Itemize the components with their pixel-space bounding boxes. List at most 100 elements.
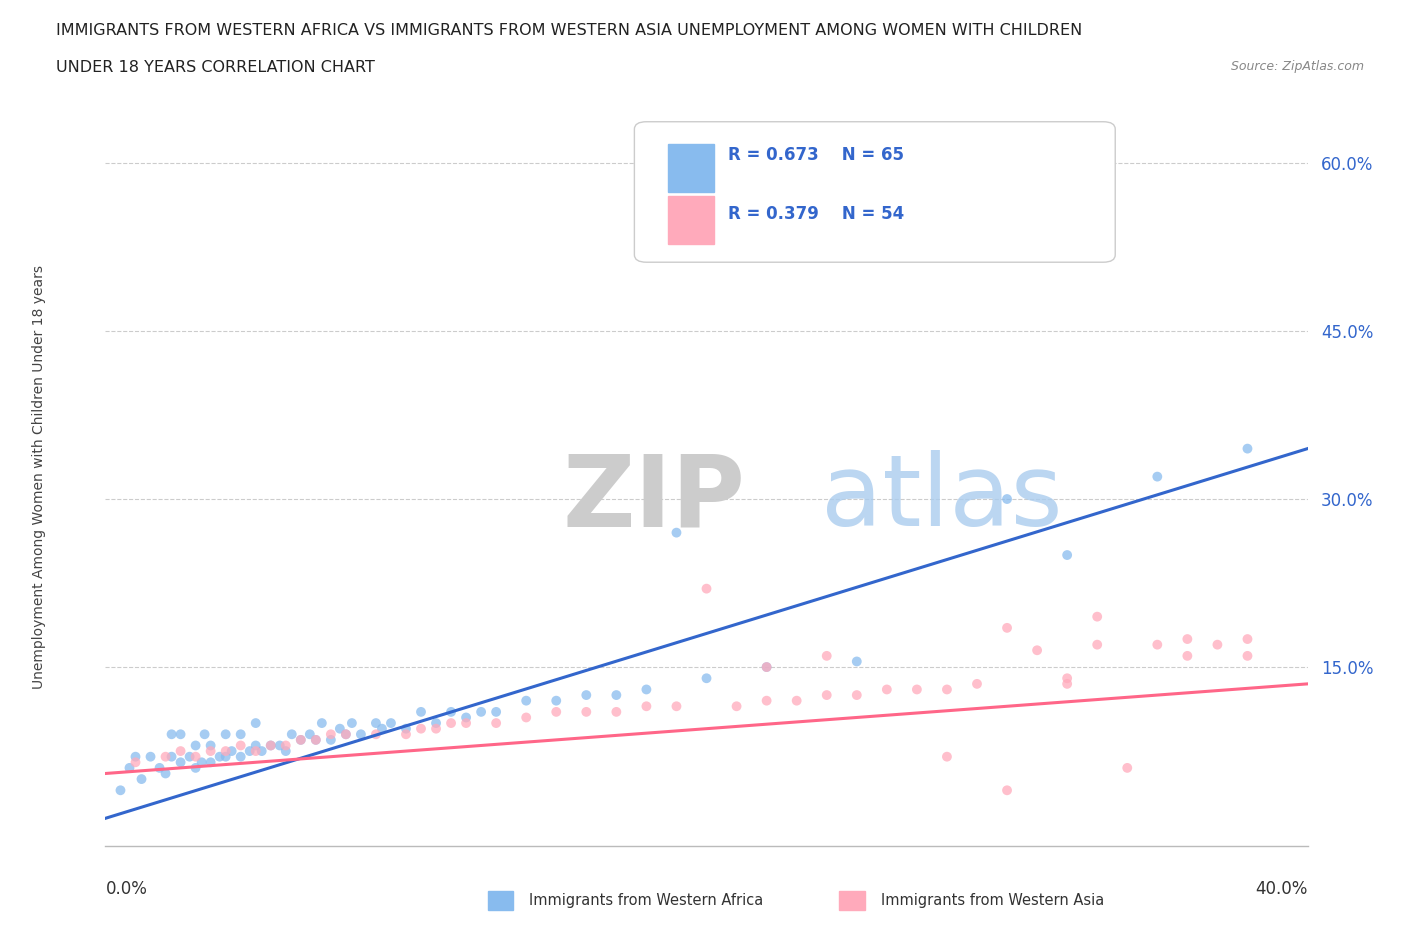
Point [454,710,477,724]
Point [1146,470,1168,485]
Point [305,733,328,748]
Point [425,722,447,737]
Text: Immigrants from Western Asia: Immigrants from Western Asia [844,893,1104,908]
Point [184,738,207,753]
Point [1175,631,1198,646]
Point [169,727,191,742]
Point [364,716,387,731]
Point [139,750,162,764]
Point [260,738,283,753]
Point [485,704,508,719]
Point [515,710,537,724]
Point [371,722,394,737]
Point [815,648,838,663]
Point [515,693,537,708]
Point [290,733,312,748]
Text: ZIP: ZIP [562,450,745,548]
Point [815,687,838,702]
Point [665,698,688,713]
Point [194,727,217,742]
Point [440,704,463,719]
Point [1056,671,1078,685]
Point [1056,676,1078,691]
Point [1085,637,1108,652]
Point [350,727,373,742]
Point [335,727,357,742]
Point [786,693,808,708]
Point [214,744,236,759]
Point [239,744,262,759]
Point [340,716,363,731]
Point [546,693,568,708]
Point [274,738,297,753]
Text: 0.0%: 0.0% [105,880,148,897]
Point [329,722,352,737]
Point [845,687,868,702]
Point [160,750,183,764]
Point [319,727,342,742]
Point [470,704,492,719]
Point [454,716,477,731]
Point [936,682,959,697]
Point [1236,631,1258,646]
Point [1236,648,1258,663]
Point [395,727,418,742]
Bar [668,144,714,192]
Point [335,727,357,742]
Point [274,744,297,759]
Point [876,682,898,697]
Point [546,704,568,719]
Point [319,733,342,748]
Point [1175,648,1198,663]
Point [1146,637,1168,652]
Point [755,659,778,674]
Point [229,750,252,764]
Point [1056,548,1078,563]
Point [298,727,321,742]
Point [605,687,627,702]
Text: R = 0.379    N = 54: R = 0.379 N = 54 [728,206,904,223]
Point [725,698,748,713]
Point [966,676,988,691]
Point [936,211,959,226]
Point [169,755,191,770]
Point [1206,637,1229,652]
Point [260,738,283,753]
FancyBboxPatch shape [634,122,1115,262]
Point [605,704,627,719]
Text: 40.0%: 40.0% [1256,880,1308,897]
Point [214,750,236,764]
Point [245,744,267,759]
Point [245,716,267,731]
Point [636,698,658,713]
Point [845,654,868,669]
Point [575,687,598,702]
Point [995,620,1018,635]
Point [124,750,146,764]
Point [160,727,183,742]
Point [124,755,146,770]
Point [179,750,201,764]
Point [269,738,291,753]
Text: R = 0.673    N = 65: R = 0.673 N = 65 [728,146,904,164]
Point [755,659,778,674]
Point [131,772,153,787]
Point [229,738,252,753]
Text: Immigrants from Western Africa: Immigrants from Western Africa [492,893,763,908]
Point [245,738,267,753]
Point [214,727,236,742]
Point [290,733,312,748]
Point [1085,609,1108,624]
Point [905,682,928,697]
Point [425,716,447,731]
Point [200,738,222,753]
Text: atlas: atlas [821,450,1063,548]
Point [118,761,141,776]
Point [575,704,598,719]
Point [281,727,304,742]
Point [184,750,207,764]
Point [250,744,273,759]
Point [1236,441,1258,456]
Point [696,671,718,685]
Point [229,727,252,742]
